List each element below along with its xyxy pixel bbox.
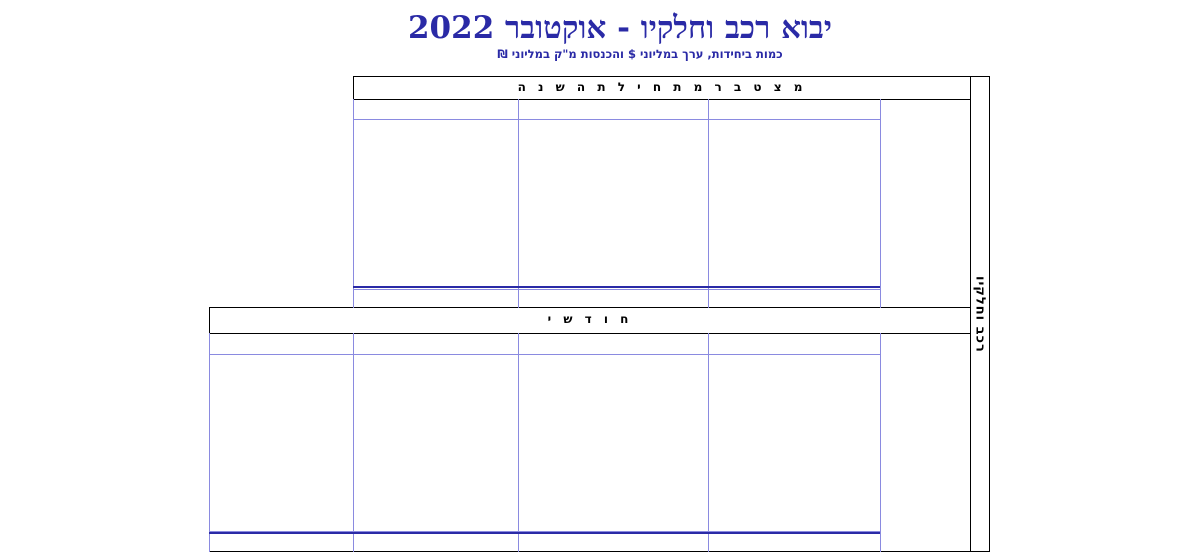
grid-line	[353, 333, 354, 552]
grid-line	[880, 99, 881, 308]
side-label: רכב וחלקיו	[972, 275, 988, 353]
grid-line	[518, 99, 519, 308]
grid-line	[353, 119, 880, 120]
monthly-table-frame	[209, 307, 971, 552]
grid-line	[209, 333, 210, 552]
grid-line	[708, 333, 709, 552]
ytd-section-header: מ צ ט ב ר מ ת ח י ל ת ה ש נ ה	[517, 80, 807, 94]
grid-line	[708, 99, 709, 308]
ytd-table-frame	[353, 76, 971, 308]
monthly-section-header: ח ו ד ש י	[547, 312, 633, 326]
grid-line	[209, 354, 880, 355]
grid-line	[880, 333, 881, 552]
grid-line	[209, 531, 880, 532]
side-label-column: רכב וחלקיו	[970, 76, 990, 552]
page-title: יבוא רכב וחלקיו - אוקטובר 2022	[407, 10, 832, 46]
grid-line	[353, 289, 880, 290]
grid-line	[518, 333, 519, 552]
grid-line	[209, 532, 880, 534]
page-subtitle: כמות ביחידות, ערך במליוני $ והכנסות מ"ק …	[497, 47, 783, 61]
grid-line	[353, 99, 354, 308]
grid-line	[353, 286, 880, 288]
